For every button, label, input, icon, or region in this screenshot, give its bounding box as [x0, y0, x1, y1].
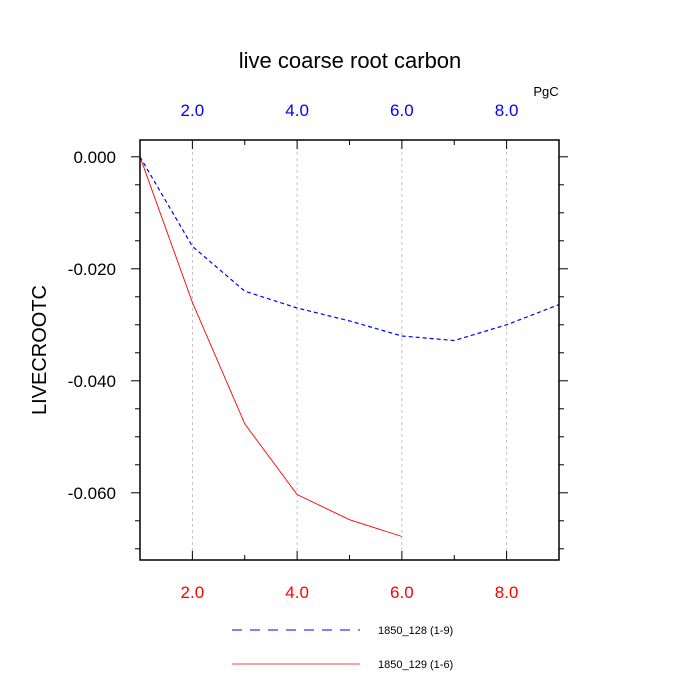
- x-tick-label-top: 4.0: [285, 101, 309, 120]
- y-tick-label: 0.000: [73, 148, 116, 167]
- series-line-1: [139, 156, 560, 342]
- x-tick-label-top: 6.0: [390, 101, 414, 120]
- plot-lines: [139, 156, 560, 537]
- legend: 1850_128 (1-9) 1850_129 (1-6): [232, 625, 453, 671]
- plot-frame: [139, 139, 560, 561]
- y-tick-label: -0.020: [68, 260, 116, 279]
- y-axis-label: LIVECROOTC: [29, 285, 51, 415]
- grid-lines: [191, 140, 508, 560]
- top-axis-unit: PgC: [533, 84, 558, 99]
- legend-label-1: 1850_128 (1-9): [378, 625, 453, 637]
- y-tick-label: -0.060: [68, 484, 116, 503]
- x-tick-label-top: 2.0: [181, 101, 205, 120]
- x-tick-label-bottom: 8.0: [495, 583, 519, 602]
- axis-ticks: [131, 140, 568, 560]
- x-tick-label-top: 8.0: [495, 101, 519, 120]
- legend-label-2: 1850_129 (1-6): [378, 659, 453, 671]
- x-tick-label-bottom: 6.0: [390, 583, 414, 602]
- x-tick-label-bottom: 4.0: [285, 583, 309, 602]
- y-tick-label: -0.040: [68, 372, 116, 391]
- x-tick-label-bottom: 2.0: [181, 583, 205, 602]
- chart-title: live coarse root carbon: [239, 48, 462, 73]
- series-line-2: [139, 156, 403, 537]
- axis-tick-labels: 2.0 2.0 4.0 4.0 6.0 6.0 8.0 8.0 0.000 -0.020 -0.04…: [68, 101, 519, 602]
